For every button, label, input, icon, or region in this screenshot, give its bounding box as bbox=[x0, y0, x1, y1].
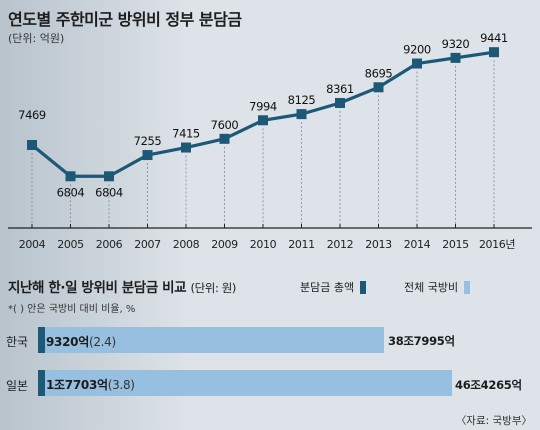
data-label: 6804 bbox=[57, 185, 85, 199]
data-label: 7415 bbox=[172, 127, 200, 141]
legend-share-swatch bbox=[360, 280, 367, 294]
x-tick-label: 2010 bbox=[250, 238, 277, 251]
data-label: 6804 bbox=[95, 185, 123, 199]
legend-total-label: 전체 국방비 bbox=[404, 281, 459, 294]
data-point bbox=[27, 139, 37, 150]
share-pct-japan: (3.8) bbox=[107, 378, 135, 392]
data-point bbox=[258, 115, 268, 126]
section2-title-text: 지난해 한·일 방위비 분담금 비교 bbox=[8, 280, 187, 296]
data-point bbox=[142, 150, 153, 161]
data-point bbox=[104, 171, 114, 182]
legend-total: 전체 국방비 bbox=[404, 279, 471, 295]
share-value-japan: 1조7703억 bbox=[46, 378, 108, 392]
chart-title: 연도별 주한미군 방위비 정부 분담금 bbox=[8, 10, 242, 29]
data-label: 9441 bbox=[480, 31, 508, 45]
x-tick-label: 2008 bbox=[173, 238, 200, 251]
total-value-japan: 46조4265억 bbox=[455, 378, 522, 392]
data-label: 9200 bbox=[403, 43, 431, 57]
ratio-note: *( ) 안은 국방비 대비 비율, % bbox=[8, 304, 136, 315]
x-tick-label: 2013 bbox=[365, 238, 392, 251]
data-point bbox=[450, 52, 461, 63]
data-label: 8125 bbox=[288, 93, 316, 107]
x-tick-label: 2014 bbox=[404, 238, 431, 251]
data-point bbox=[373, 82, 384, 93]
data-point bbox=[219, 133, 230, 144]
x-tick-label: 2015 bbox=[442, 238, 469, 251]
bar-total-japan bbox=[38, 370, 452, 396]
data-point bbox=[65, 171, 76, 182]
bar-share-japan bbox=[38, 370, 45, 396]
bar-share-label-korea: 9320억(2.4) bbox=[46, 333, 116, 350]
x-tick-label: 2007 bbox=[134, 238, 161, 251]
section2-unit: (단위: 원) bbox=[190, 281, 237, 295]
total-value-korea: 38조7995억 bbox=[388, 334, 455, 348]
data-label: 7994 bbox=[249, 99, 277, 113]
x-tick-label: 2011 bbox=[288, 238, 314, 251]
section2-title: 지난해 한·일 방위비 분담금 비교 (단위: 원) bbox=[8, 276, 236, 296]
bar-share-label-japan: 1조7703억(3.8) bbox=[46, 376, 135, 393]
x-tick-label: 2006 bbox=[96, 238, 123, 251]
chart-unit: (단위: 억원) bbox=[8, 32, 65, 45]
data-label: 8361 bbox=[326, 82, 354, 96]
x-tick-label: 2012 bbox=[327, 238, 353, 251]
line-chart: 7469 2004 6804 2005 6804 2006 7255 2007 7415 2008… bbox=[8, 31, 532, 251]
data-label: 8695 bbox=[365, 66, 393, 80]
data-point bbox=[296, 109, 307, 120]
legend-share: 분담금 총액 bbox=[300, 279, 367, 295]
data-point bbox=[181, 142, 191, 153]
legend-total-swatch bbox=[464, 280, 471, 294]
data-point bbox=[489, 47, 499, 58]
x-tick-label: 2005 bbox=[57, 238, 84, 251]
source-note: 〈자료: 국방부〉 bbox=[455, 415, 532, 427]
x-tick-label: 2016년 bbox=[479, 238, 515, 251]
row-label-japan: 일본 bbox=[6, 379, 29, 393]
share-value-korea: 9320억 bbox=[46, 335, 89, 349]
x-tick-label: 2004 bbox=[19, 238, 46, 251]
data-label: 7469 bbox=[18, 108, 46, 122]
data-label: 9320 bbox=[442, 37, 470, 51]
data-point bbox=[335, 98, 345, 109]
data-label: 7600 bbox=[211, 118, 239, 132]
bar-share-korea bbox=[38, 327, 45, 353]
data-label: 7255 bbox=[134, 134, 162, 148]
row-label-korea: 한국 bbox=[6, 335, 29, 349]
data-point bbox=[412, 58, 422, 69]
legend-share-label: 분담금 총액 bbox=[300, 281, 355, 294]
bar-total-korea bbox=[38, 327, 384, 353]
share-pct-korea: (2.4) bbox=[88, 335, 116, 349]
x-tick-label: 2009 bbox=[211, 238, 238, 251]
